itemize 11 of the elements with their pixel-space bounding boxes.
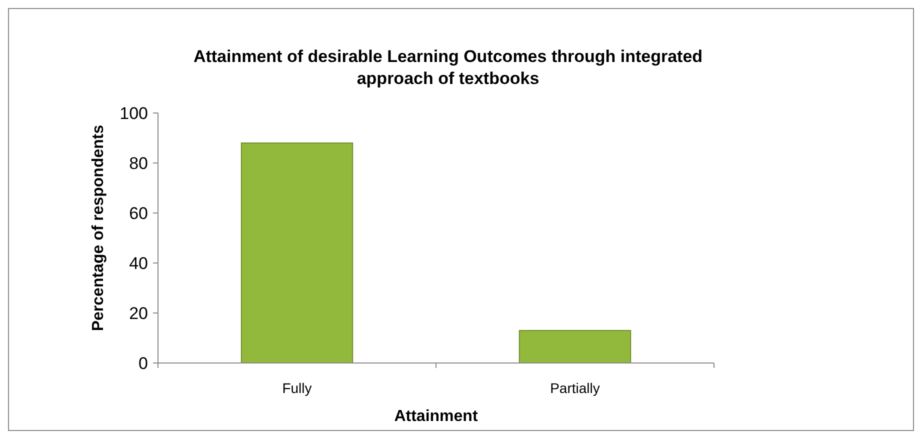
y-tick-label: 80 <box>129 154 148 173</box>
y-tick-label: 60 <box>129 204 148 223</box>
x-tick-label: Fully <box>282 380 312 396</box>
x-axis-title: Attainment <box>394 408 478 425</box>
chart-title: Attainment of desirable Learning Outcomes through integrated approach of textbooks <box>193 47 703 88</box>
y-tick-label: 0 <box>138 354 148 373</box>
y-tick-label: 100 <box>120 104 148 123</box>
y-axis-title: Percentage of respondents <box>90 124 107 332</box>
y-tick-label: 20 <box>129 304 148 323</box>
x-tick-label: Partially <box>550 380 600 396</box>
y-tick-label: 40 <box>129 254 148 273</box>
